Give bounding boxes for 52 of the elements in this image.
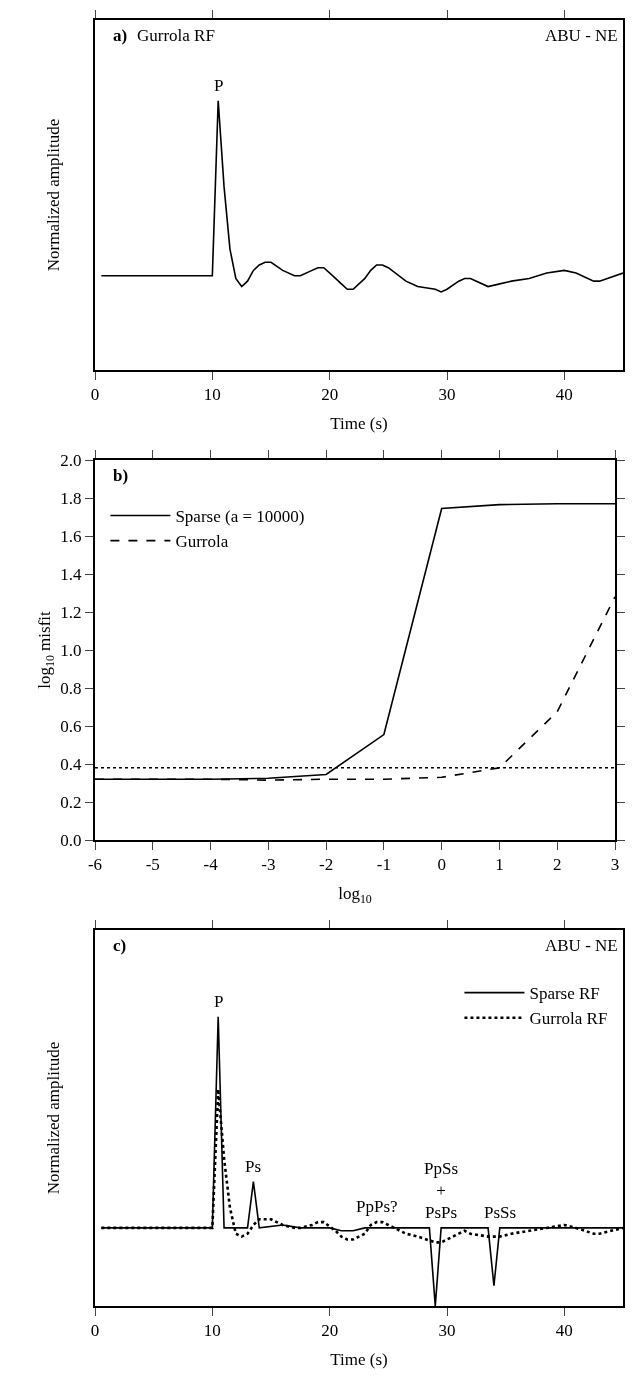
y-tick-label: 0.2 (60, 792, 82, 812)
x-tick-label: -2 (319, 855, 334, 875)
x-tick-label: 3 (610, 855, 620, 875)
x-tick-label: 20 (321, 1321, 339, 1341)
x-tick-label: -1 (376, 855, 391, 875)
legend-label: Gurrola (175, 532, 229, 552)
x-tick-label: 10 (203, 385, 221, 405)
x-tick-label: -5 (145, 855, 160, 875)
annotation: Ps (245, 1157, 262, 1176)
legend-label: Sparse RF (529, 984, 600, 1004)
y-tick-label: 1.2 (60, 602, 82, 622)
y-tick-label: 0.4 (60, 754, 83, 774)
x-tick-label: -4 (203, 855, 219, 875)
chart-title: a) (113, 26, 128, 45)
x-tick-label: 2 (552, 855, 562, 875)
annotation: P (214, 992, 224, 1011)
x-tick-label: 30 (438, 385, 456, 405)
y-tick-label: 1.6 (60, 526, 82, 546)
x-axis-title: log$_{10}$ (338, 884, 372, 906)
chart-title: b) (113, 466, 129, 485)
legend-label: Sparse (a = 10000) (175, 507, 305, 527)
y-tick-label: 0.8 (60, 678, 82, 698)
x-tick-label: 0 (90, 385, 100, 405)
annotation: P (214, 76, 224, 95)
y-tick-label: 1.4 (60, 564, 83, 584)
x-tick-label: 20 (321, 385, 339, 405)
text: ABU - NE (545, 936, 618, 955)
x-tick-label: 0 (90, 1321, 100, 1341)
x-tick-label: 30 (438, 1321, 456, 1341)
x-tick-label: 40 (555, 1321, 573, 1341)
y-tick-label: 1.8 (60, 488, 82, 508)
x-tick-label: -3 (261, 855, 276, 875)
text: Gurrola RF (137, 26, 215, 45)
annotation: PpPs? (356, 1197, 398, 1216)
annotation: PpSs + PsPs (424, 1159, 459, 1223)
y-tick-label: 2.0 (60, 450, 82, 470)
x-axis-title: Time (s) (330, 414, 388, 434)
y-tick-label: 0.0 (60, 830, 82, 850)
text: ABU - NE (545, 26, 618, 45)
y-tick-label: 1.0 (60, 640, 82, 660)
x-tick-label: 10 (203, 1321, 221, 1341)
y-tick-label: 0.6 (60, 716, 82, 736)
x-tick-label: 0 (437, 855, 446, 875)
x-tick-label: 1 (495, 855, 504, 875)
y-axis-title: Normalized amplitude (43, 118, 63, 272)
x-axis-title: Time (s) (330, 1350, 388, 1370)
x-tick-label: 40 (555, 385, 573, 405)
x-tick-label: -6 (87, 855, 103, 875)
y-axis-title: Normalized amplitude (43, 1041, 63, 1195)
annotation: PsSs (484, 1203, 517, 1222)
chart-title: c) (113, 936, 127, 955)
legend-label: Gurrola RF (529, 1009, 608, 1029)
